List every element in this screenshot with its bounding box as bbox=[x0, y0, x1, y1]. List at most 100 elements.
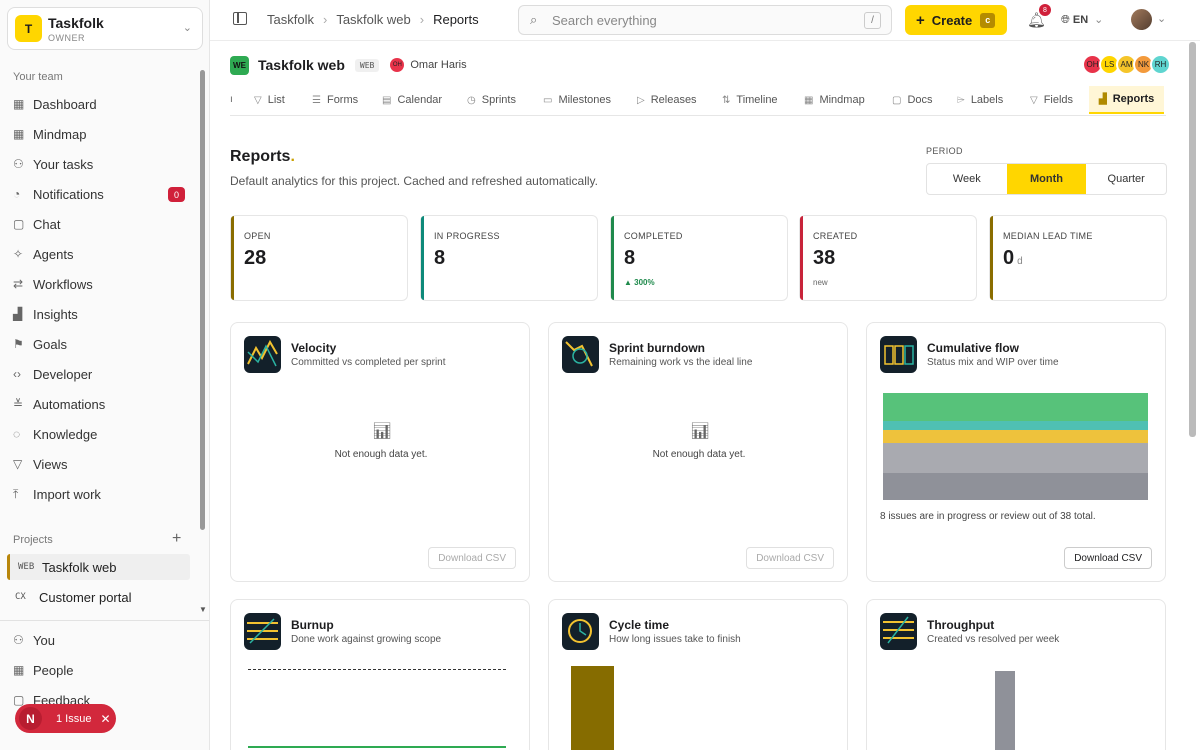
tab-label: Mindmap bbox=[819, 94, 865, 106]
tab-overflow[interactable]: ı bbox=[230, 94, 233, 105]
owner-name[interactable]: Omar Haris bbox=[410, 59, 467, 71]
tab-forms[interactable]: ☰ Forms bbox=[312, 86, 358, 114]
tab-docs[interactable]: ▢ Docs bbox=[892, 86, 933, 114]
tab-fields[interactable]: ▽ Fields bbox=[1030, 86, 1073, 114]
sidebar-item-agents[interactable]: ✧ Agents bbox=[7, 241, 192, 267]
project-code: CX bbox=[15, 592, 26, 602]
card-subtitle: Created vs resolved per week bbox=[927, 634, 1060, 645]
sidebar-item-import-work[interactable]: ⤒ Import work bbox=[7, 481, 192, 507]
throughput-thumbnail-icon bbox=[880, 613, 917, 650]
tab-milestones[interactable]: ▭ Milestones bbox=[543, 86, 611, 114]
kpi-accent bbox=[990, 216, 993, 300]
bell-icon[interactable]: 🔔︎ bbox=[1027, 12, 1047, 29]
issue-logo: N bbox=[19, 707, 42, 730]
language-selector[interactable]: 🌐︎ EN ⌄ bbox=[1061, 13, 1103, 27]
tab-calendar[interactable]: ▤ Calendar bbox=[382, 86, 442, 114]
card-subtitle: Done work against growing scope bbox=[291, 634, 442, 645]
sidebar-item-notifications[interactable]: ◔ Notifications 0 bbox=[7, 181, 192, 207]
issue-indicator[interactable]: N 1 Issue ✕ bbox=[15, 704, 116, 733]
kpi-accent bbox=[611, 216, 614, 300]
book-icon: ◌ bbox=[13, 427, 21, 441]
sidebar-toggle-icon[interactable] bbox=[233, 12, 247, 25]
sidebar-item-workflows[interactable]: ⇄ Workflows bbox=[7, 271, 192, 297]
chevron-right-icon: › bbox=[419, 12, 425, 27]
issue-count: 1 Issue bbox=[56, 712, 92, 725]
project-item-cx[interactable]: CX Customer portal bbox=[7, 584, 190, 610]
velocity-thumbnail-icon bbox=[244, 336, 281, 373]
sidebar-item-your-tasks[interactable]: ⚇ Your tasks bbox=[7, 151, 192, 177]
cumulative-flow-chart bbox=[883, 393, 1148, 500]
card-cumulative-flow: Cumulative flow Status mix and WIP over … bbox=[866, 322, 1166, 582]
tab-sprints[interactable]: ◷ Sprints bbox=[467, 86, 516, 114]
import-icon: ⤒ bbox=[13, 486, 19, 501]
download-csv-button[interactable]: Download CSV bbox=[428, 547, 516, 569]
sidebar-item-insights[interactable]: ▟ Insights bbox=[7, 301, 192, 327]
grid-icon: ▦ bbox=[13, 97, 25, 111]
card-note: 8 issues are in progress or review out o… bbox=[880, 511, 1096, 522]
period-week[interactable]: Week bbox=[952, 173, 981, 185]
sidebar-item-knowledge[interactable]: ◌ Knowledge bbox=[7, 421, 192, 447]
breadcrumb-current: Reports bbox=[433, 12, 479, 27]
avatar: RH bbox=[1150, 54, 1171, 75]
tab-reports[interactable]: ▟ Reports bbox=[1089, 86, 1165, 114]
user-icon: ⚇ bbox=[13, 633, 24, 647]
sidebar-item-label: Your tasks bbox=[33, 156, 94, 172]
burnup-thumbnail-icon bbox=[244, 613, 281, 650]
empty-state: Not enough data yet. bbox=[652, 449, 746, 460]
team-avatars[interactable]: OH LS AM NK RH bbox=[1082, 54, 1171, 75]
project-item-web[interactable]: WEB Taskfolk web bbox=[7, 554, 190, 580]
kpi-in-progress: IN PROGRESS 8 bbox=[420, 215, 598, 301]
sidebar-item-automations[interactable]: ≚ Automations bbox=[7, 391, 192, 417]
sidebar-item-views[interactable]: ▽ Views bbox=[7, 451, 192, 477]
create-shortcut: c bbox=[980, 12, 996, 28]
close-icon[interactable]: ✕ bbox=[100, 711, 111, 726]
sidebar-item-feedback[interactable]: ▢ Feedback bbox=[7, 687, 192, 713]
tab-releases[interactable]: ▷ Releases bbox=[637, 86, 697, 114]
download-csv-button[interactable]: Download CSV bbox=[1064, 547, 1152, 569]
bar-chart-icon: 📊︎ bbox=[372, 423, 393, 440]
chevron-down-icon: ⌄ bbox=[182, 22, 192, 34]
chevron-down-icon[interactable]: ⌄ bbox=[1157, 13, 1167, 25]
sidebar-item-chat[interactable]: ▢ Chat bbox=[7, 211, 192, 237]
tag-icon: ⌲ bbox=[957, 94, 965, 106]
sidebar-item-label: Insights bbox=[33, 306, 78, 322]
card-title: Cumulative flow bbox=[927, 341, 1020, 355]
sidebar-item-developer[interactable]: ‹› Developer bbox=[7, 361, 192, 387]
breadcrumb-item[interactable]: Taskfolk web bbox=[336, 12, 411, 27]
bar-chart-icon: 📊︎ bbox=[690, 423, 711, 440]
cf-band-done bbox=[883, 393, 1148, 421]
sidebar-item-you[interactable]: ⚇ You bbox=[7, 627, 192, 653]
page-title-text: Reports bbox=[230, 148, 291, 165]
download-csv-button[interactable]: Download CSV bbox=[746, 547, 834, 569]
cycle-time-thumbnail-icon bbox=[562, 613, 599, 650]
tab-label: Releases bbox=[650, 94, 697, 106]
sidebar-scrollbar[interactable] bbox=[200, 70, 205, 530]
page-scrollbar[interactable] bbox=[1189, 42, 1196, 437]
sidebar-divider bbox=[0, 620, 209, 621]
tab-label: List bbox=[267, 94, 285, 106]
period-quarter[interactable]: Quarter bbox=[1107, 173, 1145, 185]
tab-list[interactable]: ▽ List bbox=[254, 86, 285, 114]
card-velocity: Velocity Committed vs completed per spri… bbox=[230, 322, 530, 582]
tab-timeline[interactable]: ⇅ Timeline bbox=[722, 86, 778, 114]
burndown-thumbnail-icon bbox=[562, 336, 599, 373]
sidebar-item-people[interactable]: ▦ People bbox=[7, 657, 192, 683]
breadcrumb-item[interactable]: Taskfolk bbox=[267, 12, 314, 27]
search-input[interactable]: ⌕ Search everything / bbox=[518, 5, 892, 35]
sidebar-item-goals[interactable]: ⚑ Goals bbox=[7, 331, 192, 357]
tab-mindmap[interactable]: ▦ Mindmap bbox=[804, 86, 865, 114]
org-switcher[interactable]: T Taskfolk OWNER ⌄ bbox=[7, 7, 203, 50]
notifications-badge: 0 bbox=[168, 187, 185, 202]
sidebar-item-dashboard[interactable]: ▦ Dashboard bbox=[7, 91, 192, 117]
project-name: Taskfolk web bbox=[42, 559, 117, 575]
user-icon: ⚇ bbox=[13, 157, 24, 171]
scroll-down-icon[interactable]: ▼ bbox=[199, 605, 207, 614]
period-month[interactable]: Month bbox=[1006, 164, 1087, 194]
tab-labels[interactable]: ⌲ Labels bbox=[957, 86, 1003, 114]
sidebar-item-mindmap[interactable]: ▦ Mindmap bbox=[7, 121, 192, 147]
send-icon: ▷ bbox=[637, 94, 645, 106]
create-button[interactable]: + Create c bbox=[905, 5, 1007, 35]
avatar[interactable] bbox=[1131, 9, 1152, 30]
add-project-icon[interactable]: + bbox=[172, 530, 182, 547]
period-selector: Week Month Quarter bbox=[926, 163, 1167, 195]
